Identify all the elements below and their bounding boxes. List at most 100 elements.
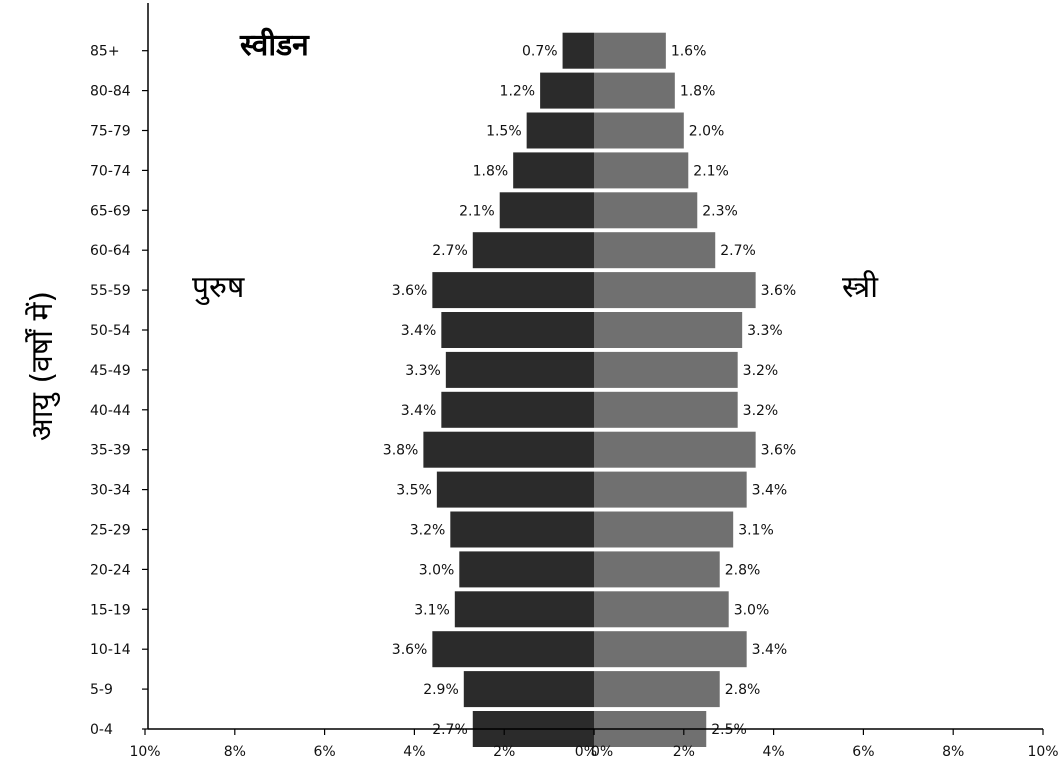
female-bar (594, 511, 734, 548)
female-value-label: 1.8% (680, 84, 716, 100)
female-value-label: 2.1% (693, 163, 729, 179)
male-value-label: 3.5% (396, 483, 432, 499)
x-tick-label: 6% (313, 744, 335, 760)
female-value-label: 3.2% (743, 363, 779, 379)
male-bar (459, 551, 594, 588)
female-value-label: 3.4% (752, 642, 788, 658)
age-group-label: 45-49 (90, 363, 131, 379)
age-group-label: 25-29 (90, 523, 131, 539)
female-bar (594, 391, 738, 428)
male-value-label: 3.0% (419, 562, 455, 578)
x-tick-label: 0% (575, 744, 597, 760)
age-group-label: 30-34 (90, 483, 131, 499)
age-group-label: 50-54 (90, 323, 131, 339)
female-value-label: 3.6% (761, 443, 797, 459)
male-value-label: 2.7% (432, 243, 468, 259)
value-labels: 2.7% 2.5% 2.9% 2.8% 3.6% 3.4% 3.1% 3.0% 3.0% 2.8%… (383, 44, 796, 738)
male-bar (562, 32, 594, 69)
male-value-label: 1.2% (500, 84, 536, 100)
male-bar (436, 471, 594, 508)
age-group-label: 35-39 (90, 443, 131, 459)
male-bar (472, 232, 594, 269)
male-bar (423, 431, 594, 468)
female-bar (594, 232, 716, 269)
x-tick-label: 8% (942, 744, 964, 760)
age-group-label: 40-44 (90, 403, 131, 419)
female-value-label: 3.1% (738, 523, 774, 539)
female-bar (594, 312, 743, 348)
male-value-label: 3.6% (392, 642, 428, 658)
age-group-label: 65-69 (90, 203, 131, 219)
male-value-label: 2.9% (423, 682, 459, 698)
chart-title: स्वीडन (239, 27, 310, 63)
age-group-label: 0-4 (90, 722, 113, 738)
male-bar (450, 511, 594, 548)
x-tick-label: 10% (129, 744, 160, 760)
female-bar (594, 591, 729, 628)
female-bar (594, 272, 756, 309)
female-bar (594, 471, 747, 508)
male-bar (441, 391, 594, 428)
female-value-label: 3.0% (734, 602, 770, 618)
female-value-label: 2.3% (702, 203, 738, 219)
male-bar (513, 152, 594, 189)
age-group-label: 5-9 (90, 682, 113, 698)
female-value-label: 2.0% (689, 124, 725, 140)
male-value-label: 3.4% (401, 403, 437, 419)
x-tick-label: 4% (762, 744, 784, 760)
female-bar (594, 192, 698, 229)
male-value-label: 3.6% (392, 283, 428, 299)
female-value-label: 1.6% (671, 44, 707, 60)
male-value-label: 3.2% (410, 523, 446, 539)
x-tick-label: 6% (852, 744, 874, 760)
age-group-label: 80-84 (90, 84, 131, 100)
male-bar (441, 312, 594, 348)
male-bar (463, 671, 594, 708)
male-value-label: 3.8% (383, 443, 419, 459)
male-value-label: 1.8% (473, 163, 509, 179)
age-group-label: 70-74 (90, 163, 131, 179)
female-bar (594, 112, 684, 149)
male-bar (432, 631, 594, 668)
female-bar (594, 671, 720, 708)
age-group-label: 55-59 (90, 283, 131, 299)
male-value-label: 3.4% (401, 323, 437, 339)
male-bar (445, 351, 594, 388)
age-group-label: 10-14 (90, 642, 131, 658)
age-group-label: 15-19 (90, 602, 131, 618)
female-value-label: 2.5% (711, 722, 747, 738)
female-value-label: 3.4% (752, 483, 788, 499)
female-bar (594, 152, 689, 189)
x-tick-label: 2% (493, 744, 515, 760)
series-label-female: स्त्री (842, 270, 879, 305)
male-bar (454, 591, 594, 628)
age-group-labels: 0-4 5-9 10-14 15-19 20-24 25-29 30-34 35-39 40-4… (90, 44, 148, 738)
female-value-label: 3.6% (761, 283, 797, 299)
male-value-label: 1.5% (486, 124, 522, 140)
age-group-label: 20-24 (90, 562, 131, 578)
x-tick-label: 0% (591, 744, 613, 760)
female-bar (594, 351, 738, 388)
x-tick-label: 10% (1027, 744, 1058, 760)
male-bar (526, 112, 594, 149)
x-tick-group: 10% 8% 6% 4% 2% 0%0% 2% 4% 6% 8% 10% (129, 729, 1059, 760)
male-value-label: 0.7% (522, 44, 558, 60)
y-axis-title: आयु (वर्षों में) (25, 291, 61, 441)
age-group-label: 60-64 (90, 243, 131, 259)
bars-group (423, 32, 756, 747)
x-tick-label: 4% (403, 744, 425, 760)
male-bar (499, 192, 594, 229)
male-value-label: 3.3% (405, 363, 441, 379)
female-value-label: 2.8% (725, 562, 761, 578)
male-value-label: 2.7% (432, 722, 468, 738)
female-value-label: 3.2% (743, 403, 779, 419)
female-value-label: 3.3% (747, 323, 783, 339)
female-bar (594, 551, 720, 588)
male-value-label: 2.1% (459, 203, 495, 219)
male-bar (540, 72, 594, 109)
age-group-label: 85+ (90, 44, 120, 60)
x-tick-label: 8% (224, 744, 246, 760)
female-bar (594, 631, 747, 668)
female-bar (594, 32, 666, 69)
